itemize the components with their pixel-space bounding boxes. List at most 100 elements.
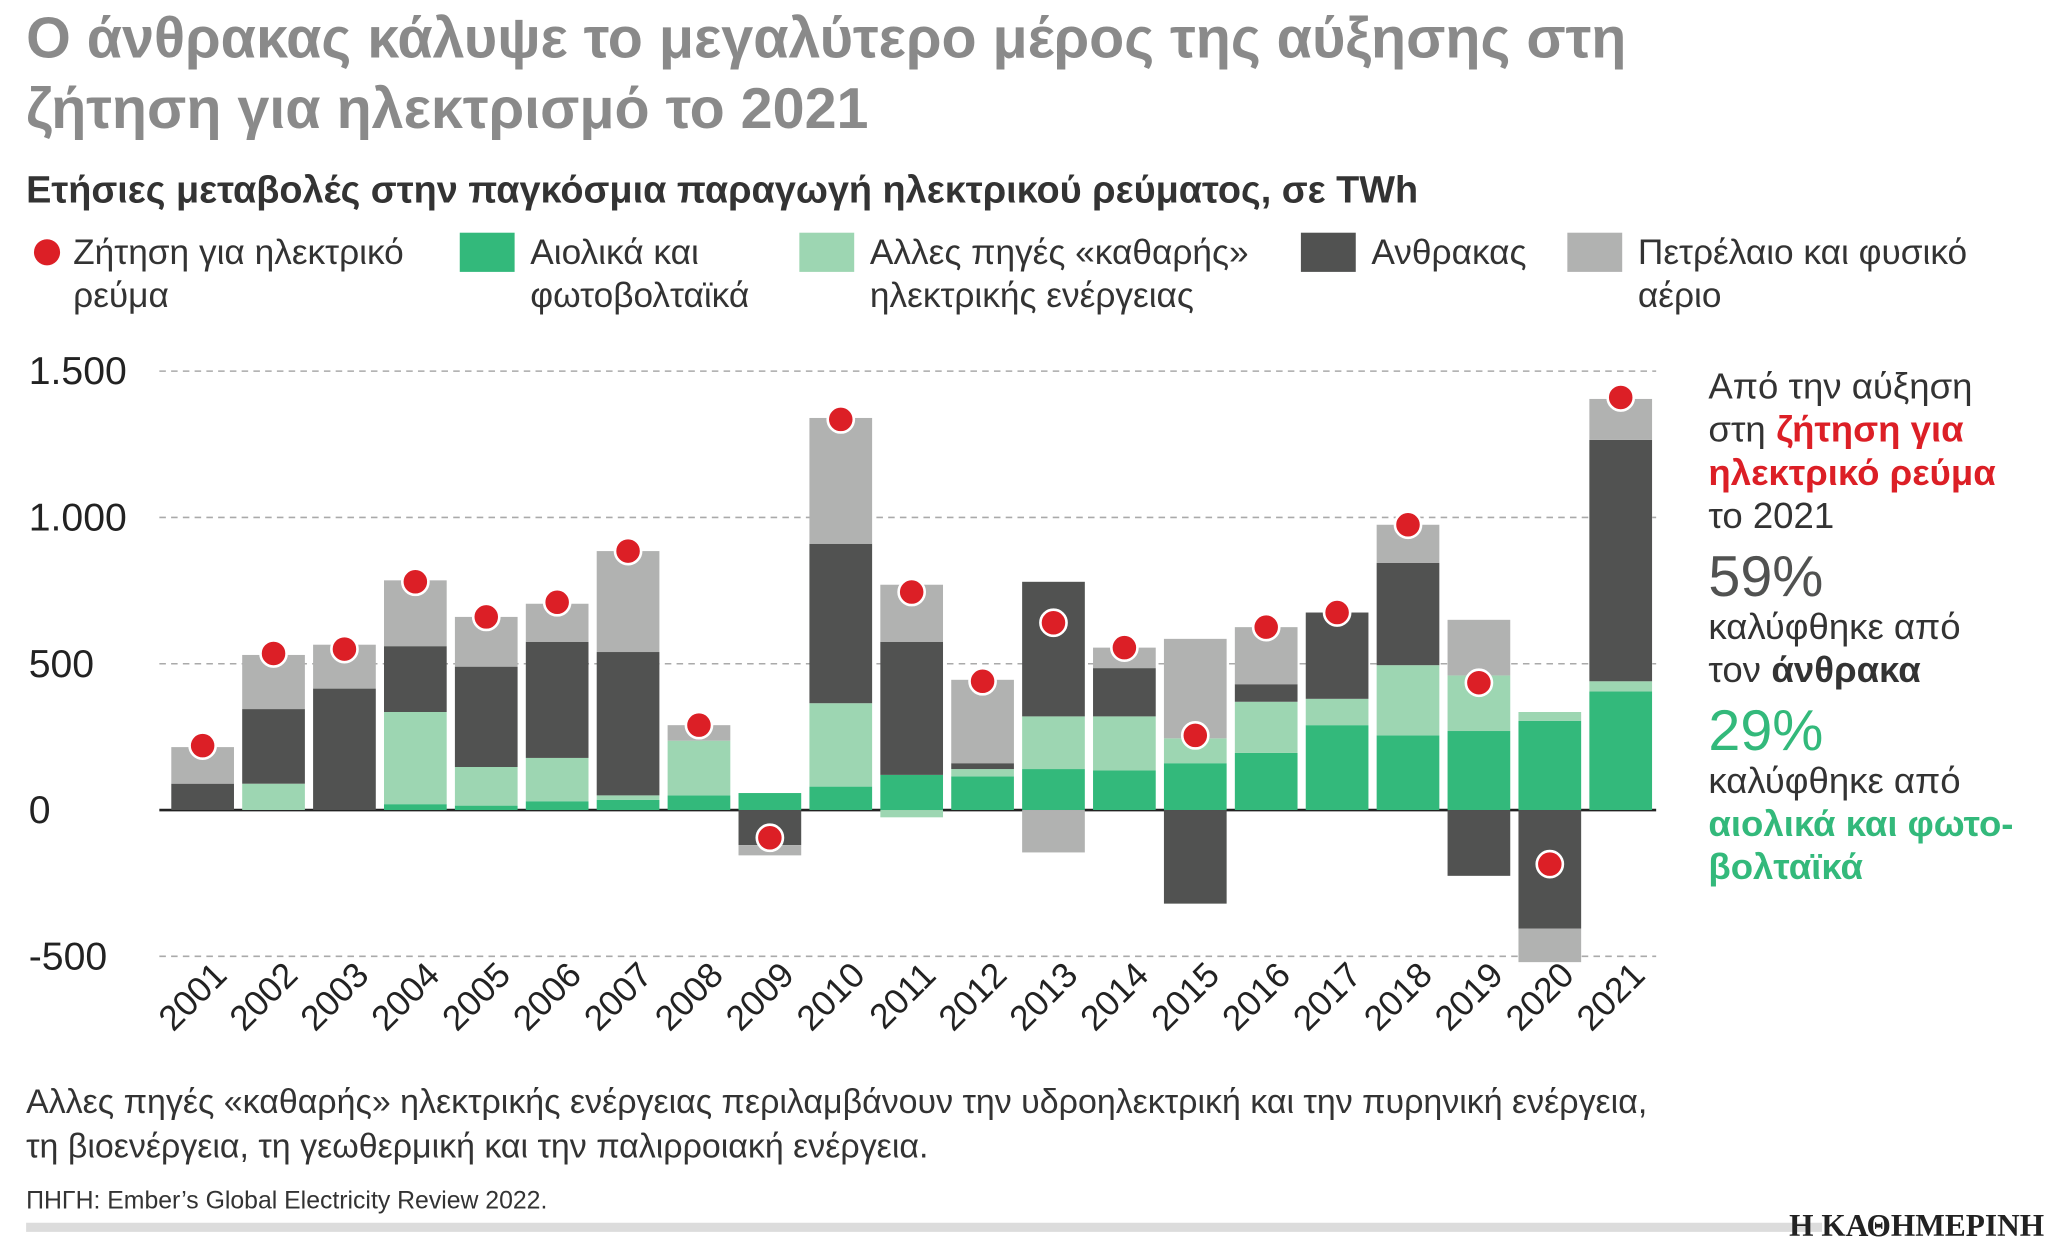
legend-label-line: Ανθρακας [1371, 233, 1526, 272]
y-tick-label: 0 [29, 789, 51, 832]
annotation-text: το 2021 [1708, 495, 1834, 536]
bar [809, 703, 873, 787]
annotation-line: στη ζήτηση για [1708, 409, 1964, 450]
legend-label-line: ηλεκτρικής ενέργειας [870, 276, 1194, 315]
annotation-text: ζήτηση για [1776, 409, 1964, 450]
annotation-text: 29% [1708, 699, 1823, 763]
legend-swatch [459, 232, 515, 272]
demand-dot [542, 587, 572, 617]
bar [525, 801, 589, 811]
annotation-text: αιολικά και φωτο- [1708, 803, 2013, 844]
demand-dot [613, 536, 643, 566]
bar [454, 767, 518, 806]
chart-title: Ο άνθρακας κάλυψε το μεγαλύτερο μέρος τη… [26, 7, 1626, 142]
bar [1447, 731, 1511, 811]
annotation-text: τον [1708, 649, 1761, 690]
bar [1518, 928, 1582, 963]
legend-label: Πετρέλαιο και φυσικό αέριο [1638, 233, 1967, 315]
bar [1234, 684, 1298, 702]
bar [242, 783, 305, 811]
legend-label-line: Ζήτηση για ηλεκτρικό [73, 233, 404, 272]
demand-dot [1535, 849, 1565, 879]
annotation-text: άνθρακα [1771, 649, 1921, 690]
bar [1163, 810, 1227, 904]
bar [596, 652, 660, 796]
bar [951, 776, 1014, 811]
bar [667, 795, 731, 811]
bar [809, 786, 873, 811]
legend-label: Αλλες πηγές «καθαρής» ηλεκτρικής ενέργεια… [870, 233, 1249, 315]
bar [596, 551, 660, 653]
demand-dot [1606, 383, 1636, 412]
chart-subtitle: Ετήσιες μεταβολές στην παγκόσμια παραγωγ… [26, 170, 1418, 212]
legend-label-line: Αλλες πηγές «καθαρής» [870, 233, 1249, 272]
legend-swatch [1567, 232, 1623, 272]
bar [1022, 581, 1085, 717]
demand-dot [400, 567, 430, 597]
legend-label: Ανθρακας [1371, 233, 1526, 272]
annotation-line: Από την αύξηση [1708, 366, 1972, 407]
demand-dot [259, 639, 288, 668]
bar [1376, 665, 1440, 736]
bar [1022, 810, 1085, 853]
annotation-line: το 2021 [1708, 495, 1834, 536]
bar [454, 805, 518, 811]
demand-dot [897, 577, 927, 607]
source: ΠΗΓΗ: Ember’s Global Electricity Review … [26, 1187, 547, 1214]
bar [1447, 619, 1511, 676]
bar [809, 417, 873, 544]
legend-swatch [33, 239, 61, 266]
y-tick-label: -500 [29, 935, 107, 978]
demand-dot [330, 634, 359, 664]
bar [525, 641, 589, 758]
legend-label-line: αέριο [1638, 276, 1722, 315]
demand-dot [826, 405, 856, 434]
footnote: Αλλες πηγές «καθαρής» ηλεκτρικής ενέργει… [26, 1083, 1647, 1165]
bar [1518, 711, 1582, 721]
annotation-line: ηλεκτρικό ρεύμα [1708, 452, 1996, 493]
annotation-line: καλύφθηκε από [1708, 760, 1960, 801]
annotation-text: καλύφθηκε από [1708, 606, 1960, 647]
annotation-line: βολταϊκά [1708, 846, 1863, 887]
annotation-text: καλύφθηκε από [1708, 760, 1960, 801]
bar [1234, 752, 1298, 811]
bar [384, 646, 447, 712]
annotation-line: 29% [1708, 699, 1823, 763]
bar [951, 769, 1014, 777]
bar [525, 757, 589, 802]
bar [1376, 562, 1440, 666]
bar [880, 774, 944, 811]
annotation-line: καλύφθηκε από [1708, 606, 1960, 647]
demand-dot [471, 602, 501, 632]
bar [667, 740, 731, 796]
bar [1589, 681, 1653, 692]
annotation-text: στη [1708, 409, 1765, 450]
annotation-text: Από την αύξηση [1708, 366, 1972, 407]
demand-dot [755, 823, 785, 853]
y-tick-label: 1.500 [29, 350, 127, 393]
legend-swatch [799, 232, 855, 272]
bar [1376, 735, 1440, 811]
footer-bar [26, 1222, 1823, 1232]
bar [809, 543, 873, 704]
legend-label: Ζήτηση για ηλεκτρικό ρεύμα [73, 233, 404, 315]
legend-label-line: Αιολικά και [530, 233, 699, 272]
bar [1022, 716, 1085, 770]
bar [1305, 612, 1369, 699]
bar [596, 795, 660, 800]
annotation-text: ηλεκτρικό ρεύμα [1708, 452, 1996, 493]
bar [384, 804, 447, 811]
demand-dot [188, 731, 218, 761]
annotation-line: 59% [1708, 545, 1823, 609]
bar [1163, 763, 1227, 811]
annotation-text: 59% [1708, 545, 1823, 609]
y-tick-label: 1.000 [29, 497, 127, 540]
bar [1305, 725, 1369, 811]
legend-label-line: Πετρέλαιο και φυσικό [1638, 233, 1967, 272]
demand-dot [1251, 612, 1281, 642]
footnote-line: Αλλες πηγές «καθαρής» ηλεκτρικής ενέργει… [26, 1083, 1647, 1121]
demand-dot [1039, 608, 1068, 638]
annotation-line: τον άνθρακα [1708, 649, 1921, 690]
bar [1305, 698, 1369, 726]
